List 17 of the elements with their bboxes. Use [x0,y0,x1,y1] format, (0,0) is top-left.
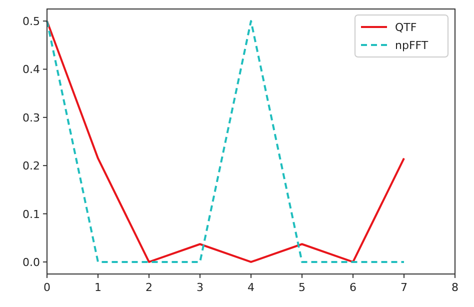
x-tick-label: 4 [248,281,254,294]
x-tick-label: 5 [298,281,306,294]
x-tick-label: 2 [146,281,152,294]
y-tick-label: 0.2 [22,160,40,173]
legend-label: QTF [395,21,417,34]
legend-label: npFFT [395,39,428,52]
y-tick-label: 0.1 [22,208,40,221]
x-tick-label: 0 [44,281,50,294]
y-tick-label: 0.4 [22,63,40,76]
y-tick-label: 0.5 [22,15,40,28]
x-tick-label: 1 [94,281,102,294]
y-tick-label: 0.3 [22,111,40,124]
x-tick-label: 7 [400,281,408,294]
y-tick-label: 0.0 [22,256,40,269]
x-tick-label: 3 [196,281,204,294]
x-tick-label: 6 [350,281,356,294]
x-tick-label: 8 [452,281,458,294]
